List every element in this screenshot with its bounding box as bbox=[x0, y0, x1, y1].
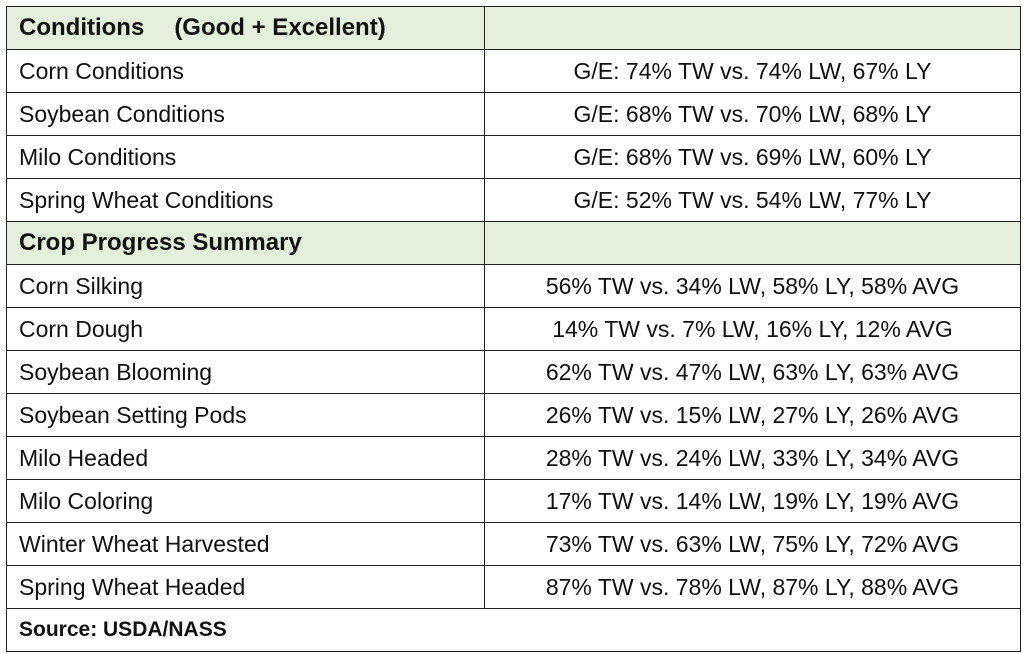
table-row: Soybean Conditions G/E: 68% TW vs. 70% L… bbox=[6, 92, 1021, 136]
row-label: Spring Wheat Headed bbox=[6, 565, 485, 609]
row-value: 56% TW vs. 34% LW, 58% LY, 58% AVG bbox=[484, 264, 1021, 308]
crop-report-frame: Conditions (Good + Excellent) Corn Condit… bbox=[6, 6, 1021, 652]
row-label: Corn Dough bbox=[6, 307, 485, 351]
row-value: G/E: 68% TW vs. 69% LW, 60% LY bbox=[484, 135, 1021, 179]
table-row: Soybean Setting Pods 26% TW vs. 15% LW, … bbox=[6, 393, 1021, 437]
source-note: Source: USDA/NASS bbox=[6, 608, 1021, 652]
row-label: Milo Conditions bbox=[6, 135, 485, 179]
crop-report-table: Conditions (Good + Excellent) Corn Condit… bbox=[6, 6, 1021, 652]
table-row: Spring Wheat Headed 87% TW vs. 78% LW, 8… bbox=[6, 565, 1021, 609]
conditions-subtitle: (Good + Excellent) bbox=[174, 14, 386, 41]
conditions-header-empty-cell bbox=[484, 6, 1021, 50]
table-row: Soybean Blooming 62% TW vs. 47% LW, 63% … bbox=[6, 350, 1021, 394]
row-label: Soybean Blooming bbox=[6, 350, 485, 394]
row-value: 87% TW vs. 78% LW, 87% LY, 88% AVG bbox=[484, 565, 1021, 609]
row-label: Milo Headed bbox=[6, 436, 485, 480]
table-row: Milo Coloring 17% TW vs. 14% LW, 19% LY,… bbox=[6, 479, 1021, 523]
table-row: Corn Conditions G/E: 74% TW vs. 74% LW, … bbox=[6, 49, 1021, 93]
row-value: 14% TW vs. 7% LW, 16% LY, 12% AVG bbox=[484, 307, 1021, 351]
row-value: 17% TW vs. 14% LW, 19% LY, 19% AVG bbox=[484, 479, 1021, 523]
row-label: Corn Silking bbox=[6, 264, 485, 308]
row-label: Spring Wheat Conditions bbox=[6, 178, 485, 222]
progress-header-row: Crop Progress Summary bbox=[6, 221, 1021, 265]
table-row: Milo Conditions G/E: 68% TW vs. 69% LW, … bbox=[6, 135, 1021, 179]
row-label: Corn Conditions bbox=[6, 49, 485, 93]
progress-title: Crop Progress Summary bbox=[6, 221, 485, 265]
conditions-header-row: Conditions (Good + Excellent) bbox=[6, 6, 1021, 50]
row-label: Winter Wheat Harvested bbox=[6, 522, 485, 566]
table-row: Winter Wheat Harvested 73% TW vs. 63% LW… bbox=[6, 522, 1021, 566]
conditions-title: Conditions bbox=[19, 14, 145, 41]
progress-header-empty-cell bbox=[484, 221, 1021, 265]
source-row: Source: USDA/NASS bbox=[6, 608, 1021, 652]
row-value: G/E: 74% TW vs. 74% LW, 67% LY bbox=[484, 49, 1021, 93]
row-value: 28% TW vs. 24% LW, 33% LY, 34% AVG bbox=[484, 436, 1021, 480]
row-value: G/E: 52% TW vs. 54% LW, 77% LY bbox=[484, 178, 1021, 222]
row-label: Milo Coloring bbox=[6, 479, 485, 523]
table-row: Milo Headed 28% TW vs. 24% LW, 33% LY, 3… bbox=[6, 436, 1021, 480]
table-row: Corn Dough 14% TW vs. 7% LW, 16% LY, 12%… bbox=[6, 307, 1021, 351]
row-value: G/E: 68% TW vs. 70% LW, 68% LY bbox=[484, 92, 1021, 136]
row-value: 26% TW vs. 15% LW, 27% LY, 26% AVG bbox=[484, 393, 1021, 437]
row-value: 73% TW vs. 63% LW, 75% LY, 72% AVG bbox=[484, 522, 1021, 566]
table-row: Spring Wheat Conditions G/E: 52% TW vs. … bbox=[6, 178, 1021, 222]
table-row: Corn Silking 56% TW vs. 34% LW, 58% LY, … bbox=[6, 264, 1021, 308]
row-value: 62% TW vs. 47% LW, 63% LY, 63% AVG bbox=[484, 350, 1021, 394]
row-label: Soybean Conditions bbox=[6, 92, 485, 136]
row-label: Soybean Setting Pods bbox=[6, 393, 485, 437]
conditions-header-cell: Conditions (Good + Excellent) bbox=[6, 6, 485, 50]
